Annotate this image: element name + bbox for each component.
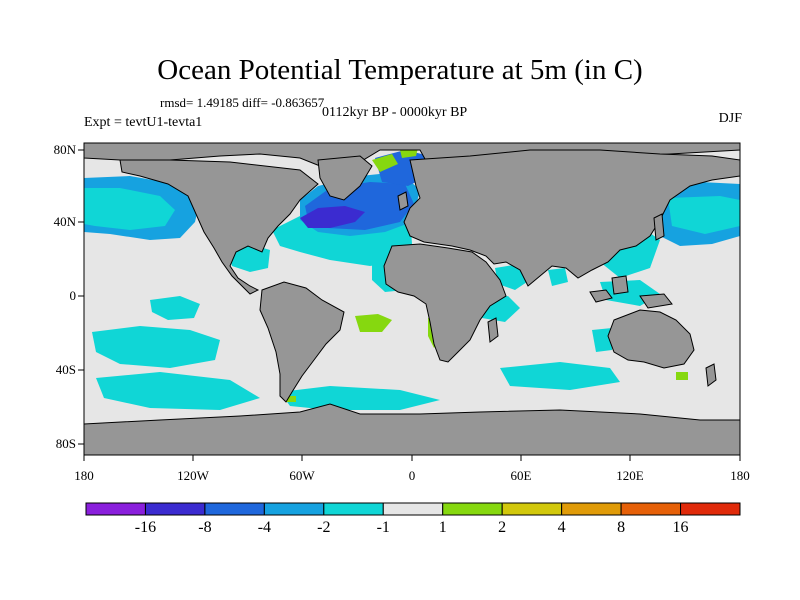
colorbar-box-1 [144, 502, 206, 516]
lat-label-80s: 80S [55, 436, 76, 451]
field-equatorial-atlantic-green [355, 314, 392, 332]
field-south-pacific [92, 326, 220, 368]
colorbar-box-4 [323, 502, 384, 516]
colorbar-label-5: 1 [438, 519, 447, 536]
lon-label-60e: 60E [510, 468, 532, 483]
period-label: 0112kyr BP - 0000kyr BP [322, 105, 468, 120]
lon-label-180e: 180 [730, 468, 750, 483]
colorbar-label-0: -16 [134, 519, 157, 536]
colorbar-box-3 [263, 502, 325, 516]
lon-label-0: 0 [408, 468, 416, 483]
anomaly-fields [84, 148, 740, 410]
colorbar-label-4: -1 [376, 519, 390, 536]
lon-label-60w: 60W [289, 468, 315, 483]
land-new-guinea [639, 293, 673, 309]
field-north-atlantic-core [300, 206, 365, 228]
field-arctic-green [372, 154, 398, 172]
colorbar-box-9 [620, 502, 682, 516]
axis-ticks [78, 149, 741, 461]
land-south-america [259, 281, 345, 403]
colorbar-label-2: -4 [257, 519, 272, 536]
land-new-zealand [705, 363, 717, 387]
lat-label-40s: 40S [55, 362, 76, 377]
colorbar-box-6 [442, 502, 503, 516]
lon-label-120w: 120W [177, 468, 209, 483]
field-australia-west [592, 328, 612, 352]
field-australia-green [676, 372, 688, 380]
colorbar-box-10 [680, 502, 741, 516]
lon-label-120e: 120E [616, 468, 644, 483]
figure-title: Ocean Potential Temperature at 5m (in C) [157, 54, 643, 86]
colorbar-label-1: -8 [198, 519, 212, 536]
field-south-atlantic-south [280, 386, 440, 410]
field-bay-bengal [548, 268, 568, 286]
stats-label: rmsd= 1.49185 diff= -0.863657 [160, 95, 325, 110]
land-britain [397, 191, 409, 211]
lat-label-80n: 80N [53, 142, 76, 157]
field-south-pacific-central [150, 296, 200, 320]
experiment-label: Expt = tevtU1-tevta1 [84, 115, 203, 130]
field-north-pacific-east-inner [668, 196, 740, 234]
land-australia [607, 309, 695, 369]
land-greenland [317, 155, 373, 201]
colorbar-label-7: 4 [557, 519, 566, 536]
field-north-pacific-west-inner [84, 188, 175, 230]
colorbar-label-9: 16 [672, 519, 689, 536]
land-africa [383, 243, 507, 363]
colorbar-box-2 [204, 502, 265, 516]
land-japan [653, 213, 665, 241]
season-label: DJF [718, 111, 742, 126]
land-borneo [611, 275, 629, 295]
lat-label-0: 0 [69, 288, 77, 303]
field-south-pacific-west [96, 372, 260, 410]
colorbar-box-5 [382, 502, 444, 516]
colorbar-box-8 [561, 502, 622, 516]
land [84, 143, 740, 455]
lat-label-40n: 40N [53, 214, 76, 229]
colorbar-label-6: 2 [498, 519, 507, 536]
colorbar-label-8: 8 [617, 519, 626, 536]
land-madagascar [487, 317, 499, 343]
land-north-america [119, 159, 319, 295]
land-antarctica [84, 403, 740, 455]
colorbar-box-7 [501, 502, 563, 516]
colorbar-box-0 [85, 502, 146, 516]
lon-label-180w: 180 [74, 468, 94, 483]
land-indonesia [589, 289, 613, 303]
field-southern-indian [500, 362, 620, 390]
land-eurasia [403, 149, 740, 287]
colorbar-label-3: -2 [317, 519, 331, 536]
